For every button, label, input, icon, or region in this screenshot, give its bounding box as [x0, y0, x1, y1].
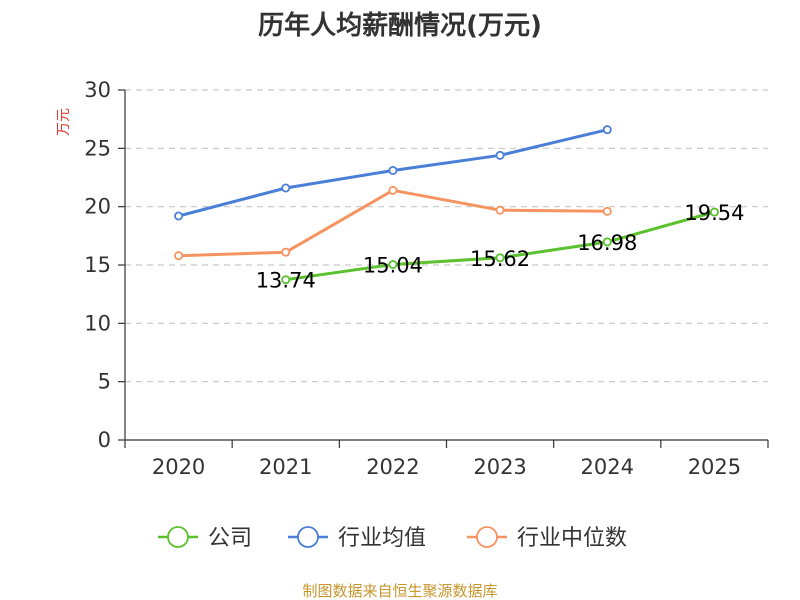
x-tick-label-2024: 2024: [581, 455, 634, 479]
legend-item-1[interactable]: 行业均值: [288, 526, 426, 551]
legend-label-0: 公司: [208, 526, 252, 551]
data-label-2023: 15.62: [470, 247, 530, 271]
data-point-s2-2020: [174, 251, 184, 261]
data-point-s1-2024: [602, 125, 612, 135]
data-point-s0-2023: [495, 253, 505, 263]
legend-item-2[interactable]: 行业中位数: [467, 526, 627, 551]
axes: [118, 89, 769, 448]
gridlines: [125, 89, 768, 383]
data-point-s0-2024: [602, 237, 612, 247]
x-tick-label-2020: 2020: [152, 455, 205, 479]
y-tick-label-20: 20: [84, 195, 111, 219]
legend-label-1: 行业均值: [338, 526, 426, 551]
data-point-s1-2020: [174, 211, 184, 221]
data-label-2022: 15.04: [363, 254, 423, 278]
data-point-s1-2022: [388, 165, 398, 175]
chart-title: 历年人均薪酬情况(万元): [258, 10, 542, 41]
data-point-s2-2023: [495, 205, 505, 215]
legend-label-2: 行业中位数: [517, 526, 627, 551]
x-tick-label-2023: 2023: [473, 455, 526, 479]
y-tick-label-10: 10: [84, 311, 111, 335]
data-point-s1-2021: [281, 183, 291, 193]
legend-marker-0: [167, 526, 189, 548]
source-note: 制图数据来自恒生聚源数据库: [302, 582, 497, 600]
data-label-2025: 19.54: [684, 201, 744, 225]
data-point-s0-2022: [388, 260, 398, 270]
x-tick-label-2021: 2021: [259, 455, 312, 479]
x-tick-labels: 2020 2021 2022 2023 2024 2025: [152, 455, 741, 479]
y-tick-label-15: 15: [84, 253, 111, 277]
y-tick-labels: 0 5 10 15 20 25 30: [84, 78, 111, 452]
y-tick-label-30: 30: [84, 78, 111, 102]
data-point-s2-2022: [388, 185, 398, 195]
data-point-s1-2023: [495, 150, 505, 160]
data-point-s2-2021: [281, 247, 291, 257]
legend-marker-2: [476, 526, 498, 548]
series-group: [174, 125, 719, 285]
data-point-s2-2024: [602, 206, 612, 216]
y-tick-label-25: 25: [84, 136, 111, 160]
legend-marker-1: [297, 526, 319, 548]
data-labels: 13.74 15.04 15.62 16.98 19.54: [256, 201, 745, 293]
y-tick-label-0: 0: [98, 428, 111, 452]
legend-item-0[interactable]: 公司: [158, 526, 252, 551]
legend[interactable]: 公司 行业均值 行业中位数: [158, 526, 627, 551]
data-point-s0-2021: [281, 275, 291, 285]
x-tick-label-2025: 2025: [688, 455, 741, 479]
y-axis-label: 万元: [56, 108, 72, 136]
data-label-2024: 16.98: [577, 231, 637, 255]
data-label-2021: 13.74: [256, 269, 316, 293]
data-point-s0-2025: [709, 207, 719, 217]
y-tick-label-5: 5: [98, 370, 111, 394]
x-tick-label-2022: 2022: [366, 455, 419, 479]
